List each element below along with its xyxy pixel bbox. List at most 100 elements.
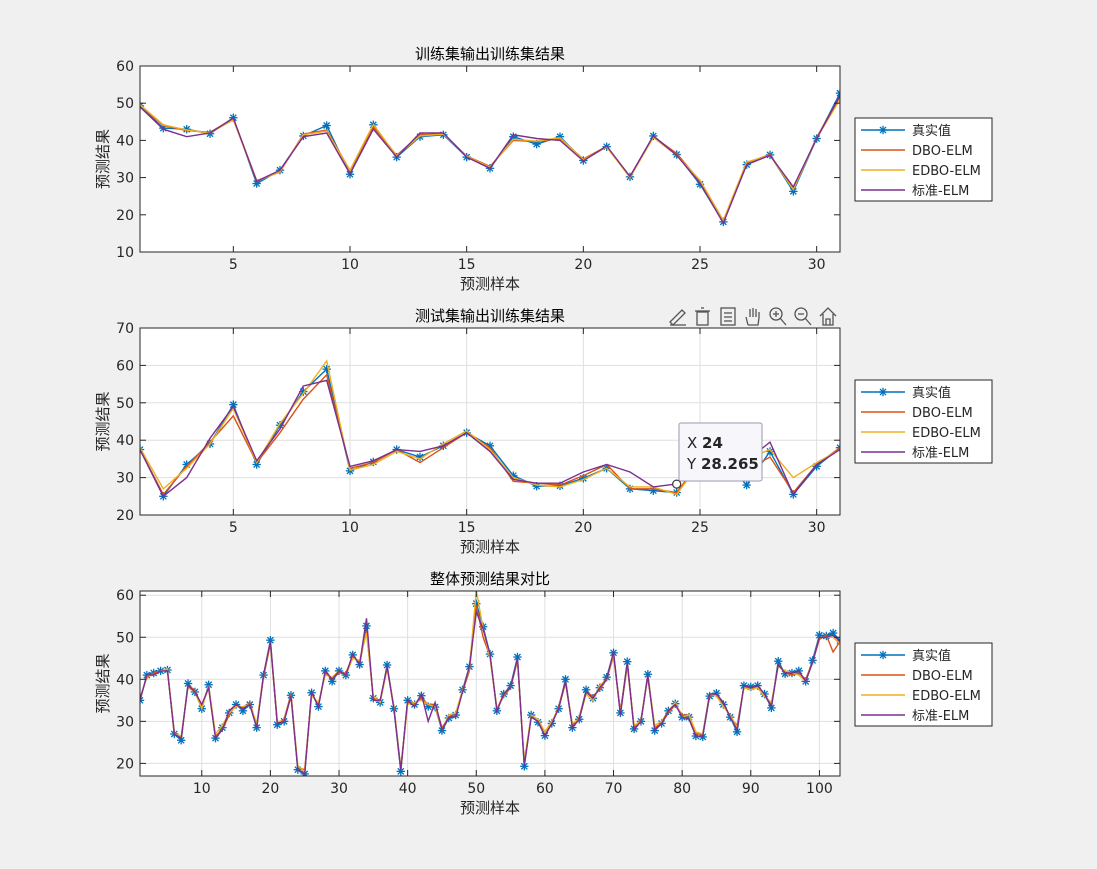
bin-icon[interactable] xyxy=(695,307,710,326)
overall-legend-dbo-elm-label: DBO-ELM xyxy=(912,669,973,684)
overall-y-tick-label: 60 xyxy=(116,588,134,604)
overall-star-stroke xyxy=(699,733,707,741)
overall-y-tick-label: 30 xyxy=(116,714,134,730)
overall-star-stroke xyxy=(520,762,528,770)
overall-legend-edbo-elm-label: EDBO-ELM xyxy=(912,689,981,704)
brush-shape xyxy=(669,309,686,326)
overall-star-stroke xyxy=(774,657,782,665)
training-legend-standard-elm-label: 标准-ELM xyxy=(912,184,969,199)
overall-legend-star-stroke xyxy=(879,651,887,659)
house-shape xyxy=(819,307,837,326)
training-star-stroke xyxy=(836,89,840,95)
testing-legend-star-marker xyxy=(878,387,888,397)
training-star-stroke xyxy=(140,104,144,110)
overall-true-value-point xyxy=(513,652,522,662)
training-y-tick-label: 20 xyxy=(116,208,134,224)
overall-y-tick-label: 50 xyxy=(116,630,134,646)
training-true-value-point xyxy=(252,179,261,188)
testing-legend-star-stroke xyxy=(879,388,887,396)
training-legend[interactable]: 真实值 DBO-ELM EDBO-ELM 标准-ELM xyxy=(854,117,993,202)
zoom-in-icon[interactable] xyxy=(769,307,787,326)
page-outline xyxy=(720,307,736,326)
testing-star-stroke xyxy=(183,461,191,468)
axes-toolbar[interactable] xyxy=(669,307,837,326)
training-legend-edbo-elm-label: EDBO-ELM xyxy=(912,164,981,179)
overall-star-stroke xyxy=(582,686,590,694)
data-tip-x-value: 24 xyxy=(702,434,723,452)
overall-legend[interactable]: 真实值 DBO-ELM EDBO-ELM 标准-ELM xyxy=(854,642,993,727)
pan-icon[interactable] xyxy=(745,308,760,326)
overall-true-value-point xyxy=(140,696,145,705)
link-icon[interactable] xyxy=(720,307,736,326)
training-legend-box xyxy=(854,117,993,202)
data-tip-x-row: X 24 xyxy=(687,434,723,452)
testing-y-tick-label: 70 xyxy=(116,321,134,337)
lens-handle xyxy=(779,317,787,326)
training-star-stroke xyxy=(323,122,331,130)
training-plot-area xyxy=(140,66,840,252)
zoom-out-icon[interactable] xyxy=(794,307,812,326)
overall-legend-star-marker xyxy=(878,650,888,660)
overall-star-stroke xyxy=(562,675,569,683)
overall-x-tick-label: 20 xyxy=(261,781,279,797)
overall-x-tick-label: 60 xyxy=(536,781,554,797)
training-y-tick-label: 30 xyxy=(116,171,134,187)
training-y-tick-label: 60 xyxy=(116,59,134,75)
overall-series-standard-elm-line xyxy=(140,609,840,776)
overall-star-stroke xyxy=(266,636,274,644)
overall-y-axis-label: 预测结果 xyxy=(94,653,112,713)
training-star-stroke xyxy=(140,102,144,107)
testing-legend-standard-elm-label: 标准-ELM xyxy=(912,446,969,461)
testing-x-axis-label: 预测样本 xyxy=(460,538,520,556)
data-tip-y-value: 28.265 xyxy=(701,455,759,473)
overall-x-tick-label: 90 xyxy=(742,781,760,797)
overall-x-tick-label: 70 xyxy=(605,781,623,797)
overall-star-stroke xyxy=(328,677,336,685)
testing-legend-true-value-label: 真实值 xyxy=(912,385,951,401)
training-legend-star-marker xyxy=(878,125,888,135)
brush-icon[interactable] xyxy=(669,309,686,326)
training-true-value-point xyxy=(140,101,145,111)
testing-star-stroke xyxy=(836,444,840,449)
overall-plot-area xyxy=(140,591,840,776)
training-y-tick-label: 50 xyxy=(116,96,134,112)
training-x-tick-label: 30 xyxy=(808,257,826,273)
overall-chart-title: 整体预测结果对比 xyxy=(430,570,550,588)
training-y-axis-label: 预测结果 xyxy=(94,129,112,189)
testing-legend-edbo-elm-label: EDBO-ELM xyxy=(912,426,981,441)
bin-body xyxy=(696,311,709,326)
training-series-standard-elm-line xyxy=(140,95,840,225)
testing-chart-title: 测试集输出训练集结果 xyxy=(415,307,565,325)
testing-star-stroke xyxy=(416,453,424,461)
training-star-stroke xyxy=(789,187,797,195)
overall-star-stroke xyxy=(205,681,213,689)
overall-y-tick-label: 40 xyxy=(116,672,134,688)
overall-x-axis-label: 预测样本 xyxy=(460,799,520,817)
overall-legend-box xyxy=(854,642,993,727)
training-x-tick-label: 10 xyxy=(341,257,359,273)
testing-star-stroke xyxy=(229,401,237,409)
overall-plot: 10 20 30 40 50 60 70 80 90 100 20 30 40 50 60 整体预测结果对比预… xyxy=(94,570,993,817)
training-y-tick-label: 10 xyxy=(116,245,134,261)
testing-legend[interactable]: 真实值 DBO-ELM EDBO-ELM 标准-ELM xyxy=(854,379,993,464)
data-tip-box xyxy=(678,422,763,482)
overall-axes-box xyxy=(139,590,841,777)
testing-star-stroke xyxy=(346,467,354,475)
home-icon[interactable] xyxy=(819,307,837,326)
training-y-tick-label: 40 xyxy=(116,133,134,149)
overall-star-stroke xyxy=(140,696,144,702)
training-star-stroke xyxy=(836,92,840,97)
lens xyxy=(769,307,783,321)
testing-x-tick-label: 15 xyxy=(458,520,476,536)
lens-handle xyxy=(804,317,812,326)
testing-star-stroke xyxy=(253,461,261,468)
overall-star-stroke xyxy=(623,658,631,666)
training-chart-title: 训练集输出训练集结果 xyxy=(415,45,565,63)
testing-y-tick-label: 50 xyxy=(116,396,134,412)
testing-legend-dbo-elm-label: DBO-ELM xyxy=(912,406,973,421)
training-x-tick-label: 15 xyxy=(458,257,476,273)
overall-star-stroke xyxy=(239,707,247,715)
data-tip[interactable]: X 24Y 28.265 xyxy=(672,422,763,489)
